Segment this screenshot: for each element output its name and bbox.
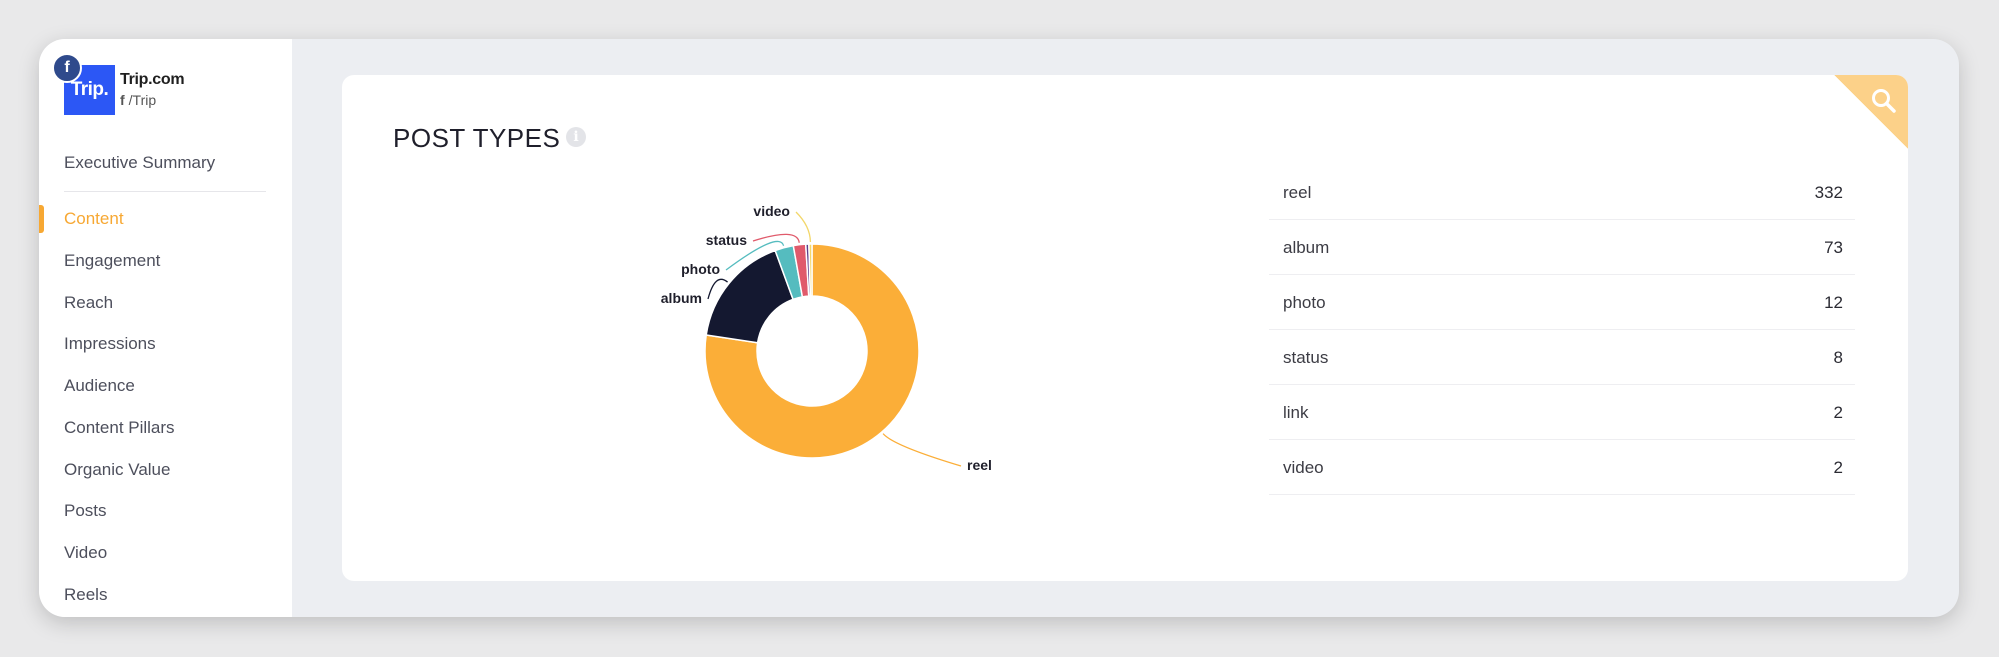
- facebook-icon: f: [52, 53, 82, 83]
- slice-label-reel: reel: [967, 457, 992, 473]
- leader-line-photo: [725, 240, 785, 271]
- leader-line-status: [752, 233, 800, 243]
- sidebar-item-posts[interactable]: Posts: [64, 501, 107, 520]
- brand-handle: f/Trip: [120, 92, 156, 108]
- row-value: 2: [1833, 403, 1843, 422]
- post-types-table: reel 332 album 73 photo 12 status 8 link…: [1269, 165, 1855, 495]
- brand-handle-text: /Trip: [128, 92, 157, 108]
- sidebar-item-video[interactable]: Video: [64, 543, 108, 562]
- search-corner-button[interactable]: [1834, 75, 1908, 149]
- sidebar-item-audience[interactable]: Audience: [64, 376, 135, 395]
- sidebar-item-reels[interactable]: Reels: [64, 585, 108, 604]
- row-value: 12: [1824, 293, 1843, 312]
- search-icon: [1872, 89, 1896, 113]
- row-label: album: [1283, 238, 1330, 257]
- sidebar-item-content[interactable]: Content: [64, 209, 124, 228]
- sidebar-item-engagement[interactable]: Engagement: [64, 251, 161, 270]
- row-value: 73: [1824, 238, 1843, 257]
- table-row: video 2: [1269, 440, 1855, 495]
- slice-label-album: album: [661, 290, 702, 306]
- row-value: 8: [1833, 348, 1843, 367]
- row-value: 2: [1833, 458, 1843, 477]
- row-label: status: [1283, 348, 1329, 367]
- slice-label-photo: photo: [681, 261, 720, 277]
- sidebar-item-content-pillars[interactable]: Content Pillars: [64, 418, 175, 437]
- slice-label-video: video: [753, 203, 790, 219]
- nav-divider: [64, 191, 266, 192]
- app-window: Trip. f Trip.com f/Trip Executive Summar…: [39, 39, 1959, 617]
- active-indicator: [39, 205, 44, 233]
- sidebar-item-organic-value[interactable]: Organic Value: [64, 460, 171, 479]
- post-types-donut-chart: reel album photo status video: [661, 203, 992, 473]
- slice-video[interactable]: [808, 243, 813, 297]
- table-row: album 73: [1269, 220, 1855, 275]
- row-label: link: [1283, 403, 1309, 422]
- info-icon[interactable]: i: [566, 127, 586, 147]
- leader-line-album: [707, 278, 728, 300]
- table-row: status 8: [1269, 330, 1855, 385]
- table-row: photo 12: [1269, 275, 1855, 330]
- row-label: reel: [1283, 183, 1312, 202]
- leader-line-video: [795, 211, 812, 243]
- row-label: video: [1283, 458, 1324, 477]
- table-row: reel 332: [1269, 165, 1855, 220]
- brand-logo: Trip.: [64, 65, 115, 115]
- sidebar-item-impressions[interactable]: Impressions: [64, 334, 156, 353]
- slice-reel[interactable]: [704, 243, 920, 459]
- row-value: 332: [1814, 183, 1843, 202]
- row-label: photo: [1283, 293, 1326, 312]
- leader-line-reel: [882, 433, 962, 467]
- table-row: link 2: [1269, 385, 1855, 440]
- slice-label-status: status: [706, 232, 747, 248]
- sidebar-item-executive-summary[interactable]: Executive Summary: [64, 153, 216, 172]
- sidebar: Trip. f Trip.com f/Trip Executive Summar…: [39, 39, 292, 617]
- card-title: POST TYPES: [393, 123, 561, 153]
- facebook-small-icon: f: [120, 92, 125, 108]
- brand-name: Trip.com: [120, 71, 185, 88]
- sidebar-item-reach[interactable]: Reach: [64, 293, 114, 312]
- post-types-card: POST TYPES i reel album photo status video r…: [342, 75, 1908, 581]
